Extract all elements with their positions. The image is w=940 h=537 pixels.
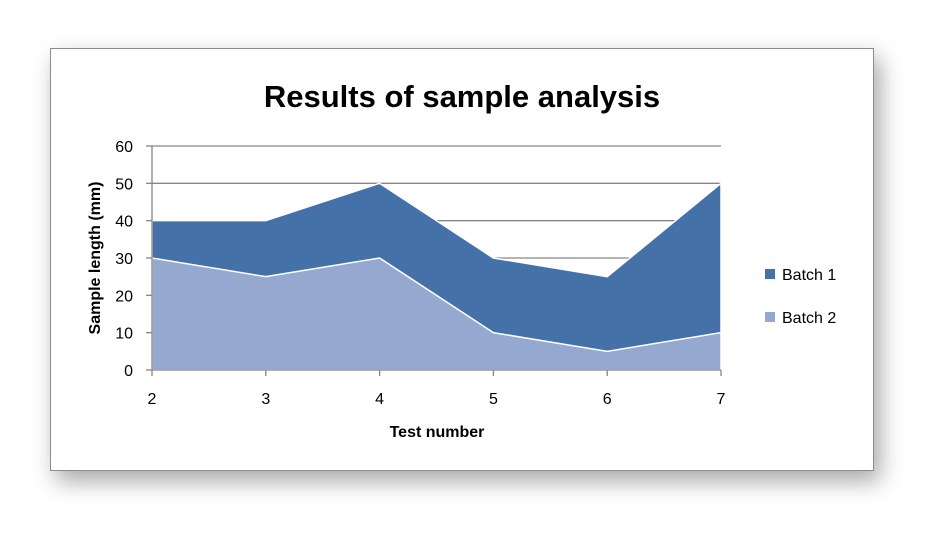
legend-swatch-1: [765, 269, 775, 279]
y-tick-label: 10: [115, 326, 133, 343]
y-tick-label: 20: [115, 288, 133, 305]
y-axis-label: Sample length (mm): [87, 182, 104, 335]
x-tick-label: 5: [489, 391, 498, 408]
y-tick-label: 50: [115, 176, 133, 193]
legend-label-1: Batch 1: [782, 267, 836, 284]
x-tick-label: 3: [261, 391, 270, 408]
y-tick-label: 60: [115, 139, 133, 156]
x-axis-label: Test number: [390, 424, 485, 441]
x-tick-label: 4: [375, 391, 384, 408]
y-tick-label: 40: [115, 214, 133, 231]
x-tick-label: 6: [603, 391, 612, 408]
legend-label-2: Batch 2: [782, 310, 836, 327]
x-tick-label: 7: [717, 391, 726, 408]
x-tick-label: 2: [148, 391, 157, 408]
area-series-2: [151, 257, 722, 371]
legend-swatch-2: [765, 312, 775, 322]
y-tick-label: 0: [124, 363, 133, 380]
y-tick-label: 30: [115, 251, 133, 268]
chart-title: Results of sample analysis: [264, 79, 660, 114]
